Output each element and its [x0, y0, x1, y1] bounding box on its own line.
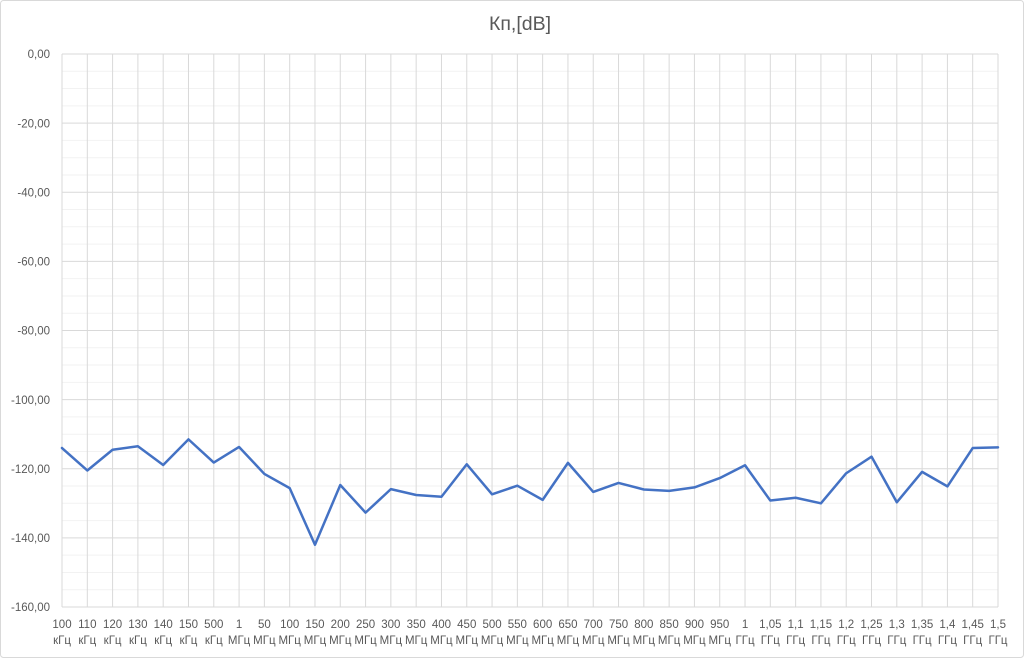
svg-text:-120,00: -120,00: [11, 464, 50, 476]
svg-text:850: 850: [660, 619, 679, 631]
svg-text:1,45: 1,45: [962, 619, 984, 631]
svg-text:-20,00: -20,00: [17, 118, 50, 130]
svg-text:МГц: МГц: [380, 635, 403, 647]
svg-text:МГц: МГц: [278, 635, 301, 647]
svg-text:МГц: МГц: [329, 635, 352, 647]
svg-text:300: 300: [381, 619, 400, 631]
svg-text:кГц: кГц: [154, 635, 172, 647]
svg-text:950: 950: [710, 619, 729, 631]
svg-text:ГГц: ГГц: [913, 635, 932, 647]
svg-text:1: 1: [742, 619, 748, 631]
svg-text:900: 900: [685, 619, 704, 631]
svg-text:ГГц: ГГц: [736, 635, 755, 647]
svg-text:кГц: кГц: [78, 635, 96, 647]
svg-text:Кп,[dB]: Кп,[dB]: [489, 13, 551, 35]
svg-text:1,05: 1,05: [759, 619, 781, 631]
svg-text:-40,00: -40,00: [17, 187, 50, 199]
svg-text:МГц: МГц: [531, 635, 554, 647]
svg-text:50: 50: [258, 619, 271, 631]
svg-text:1,1: 1,1: [788, 619, 804, 631]
svg-text:-60,00: -60,00: [17, 257, 50, 269]
svg-text:ГГц: ГГц: [761, 635, 780, 647]
svg-text:ГГц: ГГц: [988, 635, 1007, 647]
svg-text:800: 800: [634, 619, 653, 631]
svg-text:МГц: МГц: [456, 635, 479, 647]
svg-text:-100,00: -100,00: [11, 395, 50, 407]
svg-text:0,00: 0,00: [28, 49, 50, 61]
svg-text:ГГц: ГГц: [938, 635, 957, 647]
svg-text:МГц: МГц: [354, 635, 377, 647]
svg-text:150: 150: [179, 619, 198, 631]
svg-text:500: 500: [482, 619, 501, 631]
svg-text:МГц: МГц: [557, 635, 580, 647]
svg-text:кГц: кГц: [180, 635, 198, 647]
svg-text:450: 450: [457, 619, 476, 631]
svg-text:500: 500: [204, 619, 223, 631]
svg-text:кГц: кГц: [205, 635, 223, 647]
svg-text:ГГц: ГГц: [786, 635, 805, 647]
svg-text:МГц: МГц: [228, 635, 251, 647]
svg-text:1,25: 1,25: [860, 619, 882, 631]
svg-text:МГц: МГц: [253, 635, 276, 647]
svg-text:700: 700: [584, 619, 603, 631]
svg-text:150: 150: [305, 619, 324, 631]
svg-text:650: 650: [558, 619, 577, 631]
svg-text:130: 130: [128, 619, 147, 631]
svg-text:МГц: МГц: [633, 635, 656, 647]
svg-text:-140,00: -140,00: [11, 533, 50, 545]
svg-text:МГц: МГц: [582, 635, 605, 647]
svg-text:140: 140: [154, 619, 173, 631]
svg-text:1: 1: [236, 619, 242, 631]
svg-text:ГГц: ГГц: [811, 635, 830, 647]
svg-text:250: 250: [356, 619, 375, 631]
svg-text:кГц: кГц: [53, 635, 71, 647]
svg-text:МГц: МГц: [683, 635, 706, 647]
svg-text:кГц: кГц: [104, 635, 122, 647]
svg-text:350: 350: [407, 619, 426, 631]
svg-text:400: 400: [432, 619, 451, 631]
svg-text:МГц: МГц: [481, 635, 504, 647]
svg-text:100: 100: [52, 619, 71, 631]
svg-text:110: 110: [78, 619, 96, 631]
svg-text:МГц: МГц: [304, 635, 327, 647]
svg-text:МГц: МГц: [430, 635, 453, 647]
svg-text:1,2: 1,2: [838, 619, 854, 631]
svg-text:МГц: МГц: [607, 635, 630, 647]
svg-text:МГц: МГц: [405, 635, 428, 647]
svg-text:550: 550: [508, 619, 527, 631]
svg-text:1,35: 1,35: [911, 619, 933, 631]
svg-text:ГГц: ГГц: [862, 635, 881, 647]
svg-text:1,4: 1,4: [939, 619, 956, 631]
svg-text:-160,00: -160,00: [11, 602, 50, 614]
svg-text:ГГц: ГГц: [887, 635, 906, 647]
svg-text:120: 120: [103, 619, 122, 631]
svg-text:МГц: МГц: [709, 635, 732, 647]
svg-text:МГц: МГц: [506, 635, 529, 647]
svg-text:1,3: 1,3: [889, 619, 905, 631]
svg-text:ГГц: ГГц: [837, 635, 856, 647]
svg-text:1,15: 1,15: [810, 619, 832, 631]
svg-text:ГГц: ГГц: [963, 635, 982, 647]
svg-text:1,5: 1,5: [990, 619, 1006, 631]
svg-text:МГц: МГц: [658, 635, 681, 647]
svg-text:100: 100: [280, 619, 299, 631]
svg-text:200: 200: [331, 619, 350, 631]
svg-text:600: 600: [533, 619, 552, 631]
svg-text:-80,00: -80,00: [17, 326, 50, 338]
svg-text:750: 750: [609, 619, 628, 631]
svg-text:кГц: кГц: [129, 635, 147, 647]
